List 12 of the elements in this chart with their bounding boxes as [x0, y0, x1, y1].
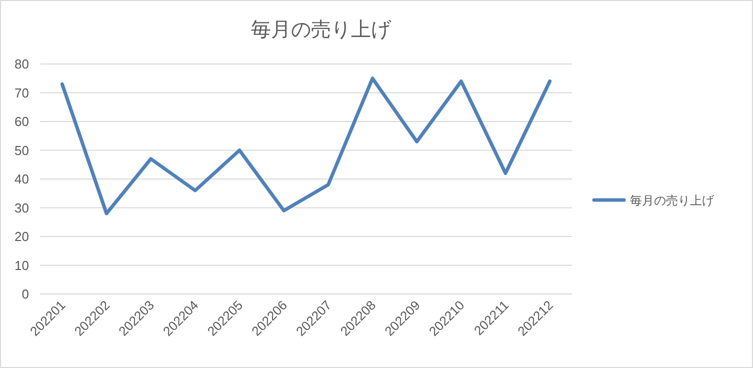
y-tick-label: 70: [14, 85, 29, 100]
line-series: [60, 76, 552, 216]
y-tick-label: 0: [22, 286, 29, 302]
y-tick-label: 60: [14, 114, 29, 129]
y-tick-label: 20: [14, 229, 29, 244]
y-tick-label: 30: [14, 200, 29, 216]
y-tick-label: 10: [14, 258, 29, 273]
y-tick-label: 50: [14, 142, 29, 158]
y-tick-label: 80: [14, 56, 29, 72]
chart-title: 毎月の売り上げ: [251, 17, 392, 41]
legend-label: 毎月の売り上げ: [630, 194, 715, 208]
y-tick-label: 40: [14, 172, 29, 186]
